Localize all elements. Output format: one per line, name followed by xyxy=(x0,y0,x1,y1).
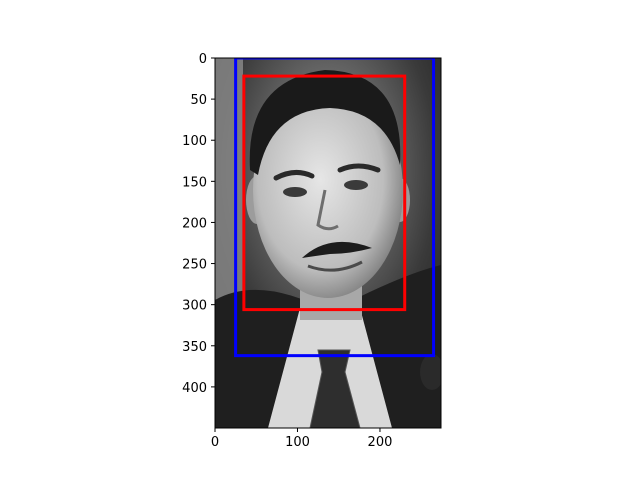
portrait-photo xyxy=(215,58,441,428)
y-tick-label: 350 xyxy=(182,340,207,355)
bounding-box-red xyxy=(242,74,407,312)
y-tick-label: 300 xyxy=(182,299,207,314)
y-axis: 0 50 100 150 200 250 300 350 400 xyxy=(182,52,215,396)
y-tick-label: 250 xyxy=(182,258,207,273)
axes-frame xyxy=(214,57,442,429)
x-tick-label: 0 xyxy=(211,435,219,450)
bounding-box-blue xyxy=(234,58,436,358)
x-tick-label: 200 xyxy=(368,435,393,450)
bounding-boxes xyxy=(234,58,436,358)
y-tick-label: 400 xyxy=(182,381,207,396)
x-axis: 0 100 200 xyxy=(211,428,393,450)
y-tick-label: 100 xyxy=(182,134,207,149)
y-tick-label: 150 xyxy=(182,175,207,190)
x-tick-label: 100 xyxy=(285,435,310,450)
y-tick-label: 200 xyxy=(182,216,207,231)
y-tick-label: 0 xyxy=(199,52,207,67)
y-tick-label: 50 xyxy=(190,93,207,108)
